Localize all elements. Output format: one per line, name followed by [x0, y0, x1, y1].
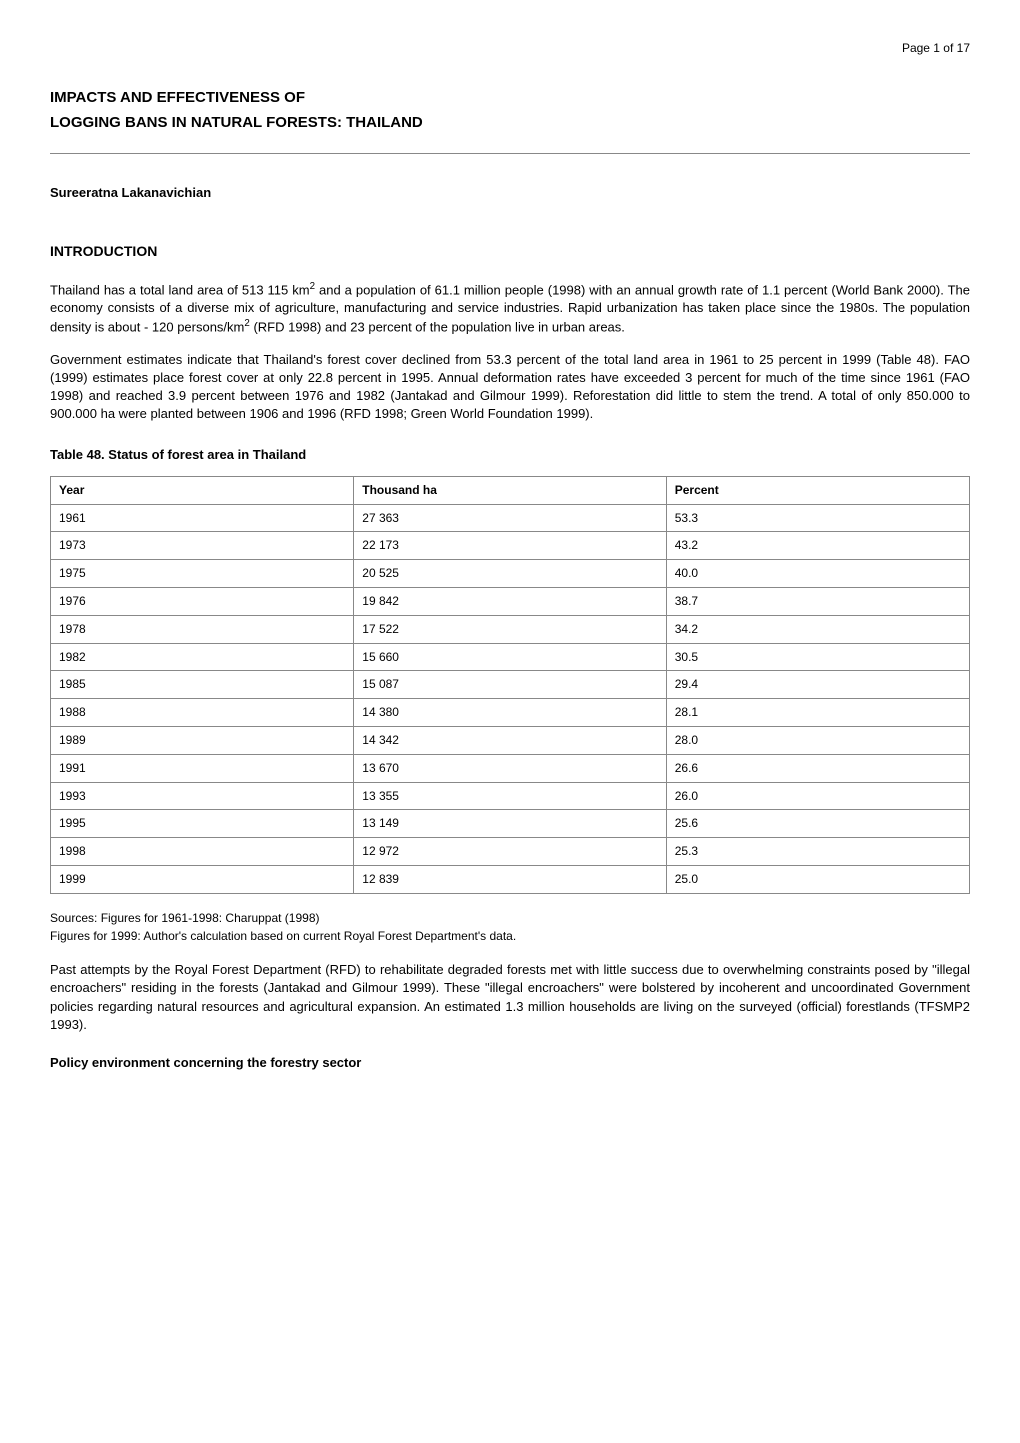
table-cell: 20 525: [354, 560, 666, 588]
table-cell: 1995: [51, 810, 354, 838]
table-row: 199313 35526.0: [51, 782, 970, 810]
table-cell: 14 380: [354, 699, 666, 727]
subtitle: LOGGING BANS IN NATURAL FORESTS: THAILAN…: [50, 112, 970, 133]
intro-para-1a: Thailand has a total land area of 513 11…: [50, 282, 310, 297]
table-cell: 13 149: [354, 810, 666, 838]
table-cell: 1982: [51, 643, 354, 671]
table-cell: 1988: [51, 699, 354, 727]
table-row: 197322 17343.2: [51, 532, 970, 560]
table-cell: 19 842: [354, 587, 666, 615]
intro-para-1c: (RFD 1998) and 23 percent of the populat…: [250, 320, 625, 335]
table-row: 196127 36353.3: [51, 504, 970, 532]
table-cell: 40.0: [666, 560, 969, 588]
table-cell: 28.0: [666, 726, 969, 754]
table-cell: 25.3: [666, 838, 969, 866]
table-header-row: Year Thousand ha Percent: [51, 476, 970, 504]
table-cell: 1975: [51, 560, 354, 588]
col-thousand-ha: Thousand ha: [354, 476, 666, 504]
title: IMPACTS AND EFFECTIVENESS OF: [50, 87, 970, 108]
sources-line-1: Sources: Figures for 1961-1998: Charuppa…: [50, 910, 970, 927]
table-cell: 13 670: [354, 754, 666, 782]
table-cell: 22 173: [354, 532, 666, 560]
table-row: 198814 38028.1: [51, 699, 970, 727]
table-cell: 14 342: [354, 726, 666, 754]
table-cell: 53.3: [666, 504, 969, 532]
table-cell: 1993: [51, 782, 354, 810]
forest-area-table: Year Thousand ha Percent 196127 36353.31…: [50, 476, 970, 894]
table-cell: 27 363: [354, 504, 666, 532]
sources-line-2: Figures for 1999: Author's calculation b…: [50, 928, 970, 945]
table-cell: 26.0: [666, 782, 969, 810]
col-year: Year: [51, 476, 354, 504]
table-cell: 1989: [51, 726, 354, 754]
divider: [50, 153, 970, 154]
table-row: 199812 97225.3: [51, 838, 970, 866]
table-cell: 34.2: [666, 615, 969, 643]
table-cell: 38.7: [666, 587, 969, 615]
table-cell: 1998: [51, 838, 354, 866]
table-cell: 13 355: [354, 782, 666, 810]
table-cell: 12 839: [354, 865, 666, 893]
table-row: 198914 34228.0: [51, 726, 970, 754]
table-title: Table 48. Status of forest area in Thail…: [50, 446, 970, 464]
table-cell: 29.4: [666, 671, 969, 699]
table-row: 199113 67026.6: [51, 754, 970, 782]
table-cell: 26.6: [666, 754, 969, 782]
table-cell: 43.2: [666, 532, 969, 560]
table-cell: 1976: [51, 587, 354, 615]
introduction-heading: INTRODUCTION: [50, 242, 970, 262]
table-cell: 1991: [51, 754, 354, 782]
table-row: 198515 08729.4: [51, 671, 970, 699]
table-cell: 12 972: [354, 838, 666, 866]
policy-subsection-heading: Policy environment concerning the forest…: [50, 1054, 970, 1072]
table-cell: 1978: [51, 615, 354, 643]
table-row: 197817 52234.2: [51, 615, 970, 643]
intro-para-2: Government estimates indicate that Thail…: [50, 351, 970, 424]
table-cell: 15 087: [354, 671, 666, 699]
table-cell: 1973: [51, 532, 354, 560]
table-row: 198215 66030.5: [51, 643, 970, 671]
table-row: 197619 84238.7: [51, 587, 970, 615]
table-cell: 15 660: [354, 643, 666, 671]
table-cell: 17 522: [354, 615, 666, 643]
table-row: 199513 14925.6: [51, 810, 970, 838]
table-cell: 25.6: [666, 810, 969, 838]
page-number: Page 1 of 17: [50, 40, 970, 57]
table-cell: 28.1: [666, 699, 969, 727]
table-cell: 30.5: [666, 643, 969, 671]
para-3: Past attempts by the Royal Forest Depart…: [50, 961, 970, 1034]
table-row: 197520 52540.0: [51, 560, 970, 588]
table-row: 199912 83925.0: [51, 865, 970, 893]
intro-para-1: Thailand has a total land area of 513 11…: [50, 280, 970, 337]
table-cell: 1985: [51, 671, 354, 699]
table-cell: 1961: [51, 504, 354, 532]
table-cell: 25.0: [666, 865, 969, 893]
table-cell: 1999: [51, 865, 354, 893]
author: Sureeratna Lakanavichian: [50, 184, 970, 202]
table-body: 196127 36353.3197322 17343.2197520 52540…: [51, 504, 970, 893]
col-percent: Percent: [666, 476, 969, 504]
